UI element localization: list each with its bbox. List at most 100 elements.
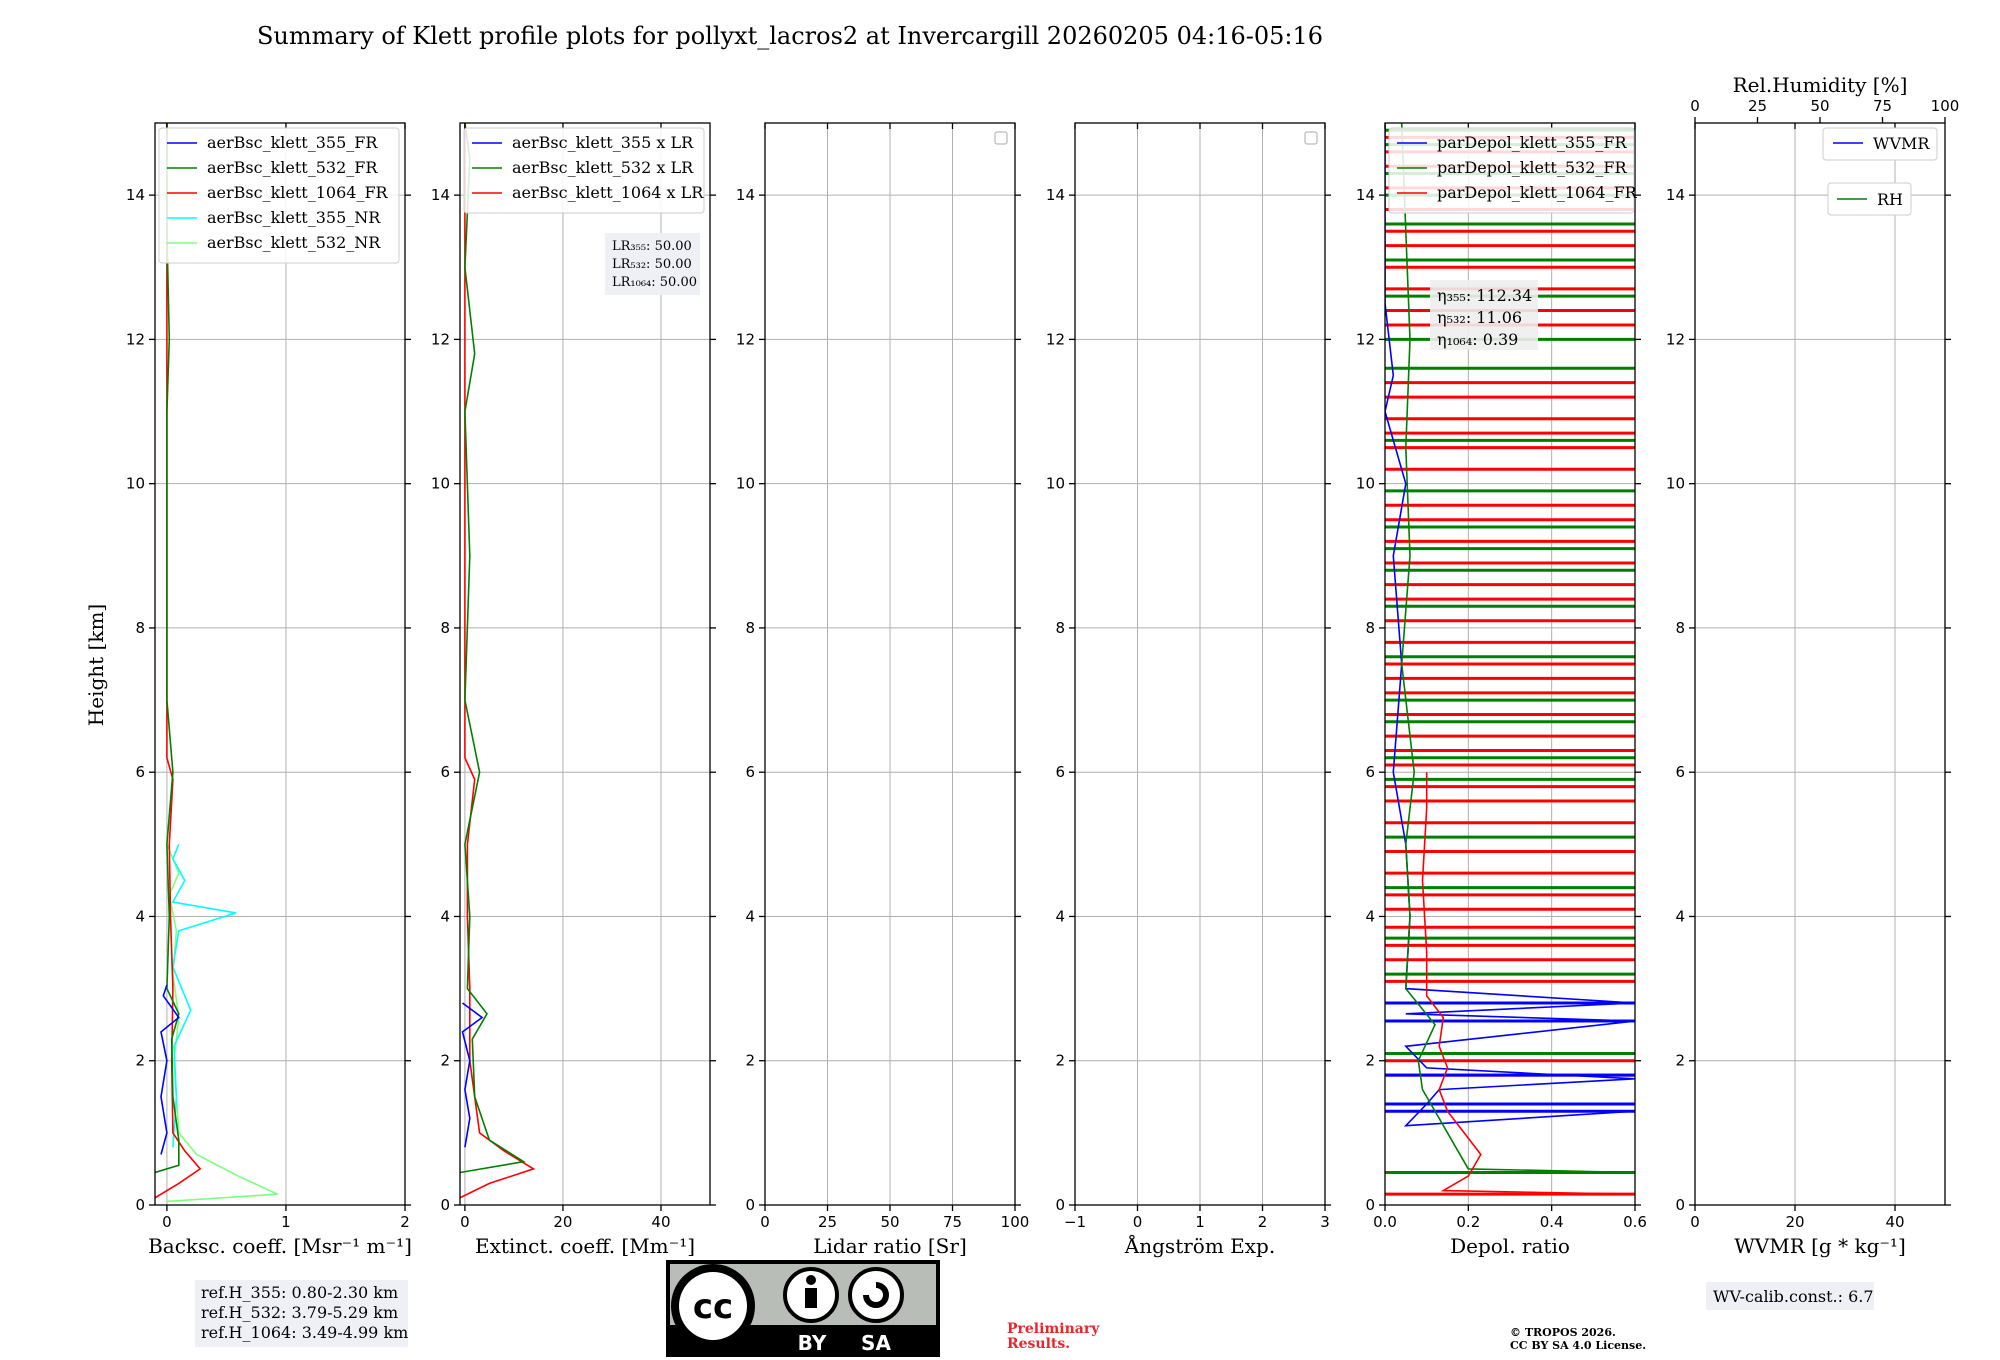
plot-area-extinction: [460, 123, 536, 1199]
axes-frame: [154, 122, 406, 1206]
y-tick-label: 2: [745, 1052, 755, 1070]
y-tick-label: 14: [431, 186, 450, 204]
legend-backscatter: aerBsc_klett_355_FR aerBsc_klett_532_FRae…: [158, 127, 400, 264]
x-tick-label: 20: [1785, 1213, 1804, 1231]
annotation-line: η₁₀₆₄: 0.39: [1437, 330, 1518, 349]
legend-box: [1827, 182, 1912, 216]
share-alike-icon: [848, 1267, 904, 1323]
x-tick-label: 40: [1885, 1213, 1904, 1231]
y-tick-label: 12: [126, 330, 145, 348]
legend-extinction: aerBsc_klett_355 x LR aerBsc_klett_532 x …: [463, 127, 705, 214]
x-tick-label: 0: [460, 1213, 470, 1231]
series-aerBsc_klett_532 x LR: [460, 123, 526, 1174]
y-tick-label: 10: [1356, 475, 1375, 493]
legend-entry: parDepol_klett_1064_FR: [1437, 183, 1638, 202]
panel-wvmr: 0 20 40 0 2 4 6 8 10 12 14 WVMR [g * kg⁻¹] 0 25 50 75 10…: [1666, 73, 1959, 1258]
sa-label: SA: [861, 1331, 891, 1355]
y-tick-label: 6: [745, 763, 755, 781]
x-tick-label: 0.4: [1540, 1213, 1564, 1231]
y-tick-label: 2: [440, 1052, 450, 1070]
legend-entry: parDepol_klett_532_FR: [1437, 158, 1628, 177]
y-tick-label: 10: [736, 475, 755, 493]
y-axis-label: Height [km]: [84, 604, 108, 726]
x-tick-label: 75: [943, 1213, 962, 1231]
y-tick-label: 4: [440, 907, 450, 925]
top-x-tick-label: 0: [1690, 97, 1700, 115]
x-tick-label: 25: [818, 1213, 837, 1231]
x-axis-label-extinction: Extinct. coeff. [Mm⁻¹]: [475, 1234, 695, 1258]
series-aerBsc_klett_355_NR: [171, 843, 237, 1148]
x-tick-label: 100: [1001, 1213, 1030, 1231]
y-tick-label: 2: [135, 1052, 145, 1070]
y-tick-label: 10: [431, 475, 450, 493]
wv-calib-box: WV-calib.const.: 6.7: [1706, 1282, 1874, 1310]
cc-logo-text: cc: [693, 1287, 733, 1327]
annotation-box: [605, 233, 700, 295]
annotation-line: LR₁₀₆₄: 50.00: [612, 275, 697, 290]
y-tick-label: 2: [1055, 1052, 1065, 1070]
x-tick-label: 3: [1320, 1213, 1330, 1231]
cc-license-badge: cc BY SA: [666, 1260, 940, 1357]
legend-entry: aerBsc_klett_1064_FR: [207, 183, 389, 202]
y-tick-label: 6: [440, 763, 450, 781]
annotation-line: LR₅₃₂: 50.00: [612, 257, 692, 272]
x-tick-label: 2: [400, 1213, 410, 1231]
y-tick-label: 4: [135, 907, 145, 925]
empty-legend-box: [994, 131, 1008, 145]
y-tick-label: 4: [745, 907, 755, 925]
x-tick-label: 20: [553, 1213, 572, 1231]
y-tick-label: 12: [1356, 330, 1375, 348]
x-tick-label: 0.6: [1623, 1213, 1647, 1231]
x-tick-label: 0: [162, 1213, 172, 1231]
y-tick-label: 2: [1675, 1052, 1685, 1070]
annotation-line: η₅₃₂: 11.06: [1437, 308, 1522, 327]
y-tick-label: 4: [1675, 907, 1685, 925]
x-axis-label-backscatter: Backsc. coeff. [Msr⁻¹ m⁻¹]: [148, 1234, 412, 1258]
y-tick-label: 4: [1365, 907, 1375, 925]
x-axis-label-lidar_ratio: Lidar ratio [Sr]: [813, 1234, 967, 1258]
x-tick-label: 0: [1690, 1213, 1700, 1231]
lidar-ratio-annotation: LR₃₅₅: 50.00 LR₅₃₂: 50.00 LR₁₀₆₄: 50.00: [605, 233, 700, 295]
y-tick-label: 0: [1055, 1196, 1065, 1214]
x-tick-label: 0.0: [1373, 1213, 1397, 1231]
legend-box: [1822, 127, 1938, 161]
panel-depol: 0.0 0.2 0.4 0.6 0 2 4 6 8 10 12 14 Depol. ratio parDe…: [1356, 122, 1647, 1258]
y-tick-label: 14: [1356, 186, 1375, 204]
y-tick-label: 0: [135, 1196, 145, 1214]
x-axis-label-angstrom: Ångström Exp.: [1124, 1233, 1275, 1258]
series-parDepol_klett_1064_FR: [1421, 772, 1635, 1195]
y-tick-label: 14: [736, 186, 755, 204]
y-tick-label: 12: [736, 330, 755, 348]
y-tick-label: 10: [1046, 475, 1065, 493]
series-aerBsc_klett_1064 x LR: [460, 123, 536, 1199]
legend-entry: aerBsc_klett_355 x LR: [512, 133, 694, 152]
y-tick-label: 0: [440, 1196, 450, 1214]
x-tick-label: 2: [1258, 1213, 1268, 1231]
y-tick-label: 2: [1365, 1052, 1375, 1070]
x-tick-label: 50: [880, 1213, 899, 1231]
ref-height-355: ref.H_355: 0.80-2.30 km: [201, 1283, 398, 1302]
axes-frame: [459, 122, 711, 1206]
wv-calib-text: WV-calib.const.: 6.7: [1713, 1287, 1874, 1306]
annotation-box: [1430, 280, 1538, 350]
legend-box: [463, 127, 705, 214]
top-x-tick-label: 75: [1873, 97, 1892, 115]
y-tick-label: 0: [1675, 1196, 1685, 1214]
y-tick-label: 10: [126, 475, 145, 493]
top-x-tick-label: 50: [1810, 97, 1829, 115]
figure-title: Summary of Klett profile plots for polly…: [257, 22, 1323, 50]
y-tick-label: 8: [745, 619, 755, 637]
x-tick-label: −1: [1064, 1213, 1086, 1231]
top-x-tick-label: 100: [1931, 97, 1960, 115]
y-tick-label: 14: [126, 186, 145, 204]
eta-annotation: η₃₅₅: 112.34 η₅₃₂: 11.06 η₁₀₆₄: 0.39: [1430, 280, 1538, 350]
ref-height-532: ref.H_532: 3.79-5.29 km: [201, 1303, 398, 1322]
y-tick-label: 6: [1365, 763, 1375, 781]
legend-depol: parDepol_klett_355_FR parDepol_klett_532_…: [1388, 127, 1638, 214]
preliminary-line-1: Preliminary: [1007, 1321, 1100, 1337]
y-tick-label: 6: [1055, 763, 1065, 781]
x-tick-label: 1: [1195, 1213, 1205, 1231]
legend-box: [1388, 127, 1635, 214]
